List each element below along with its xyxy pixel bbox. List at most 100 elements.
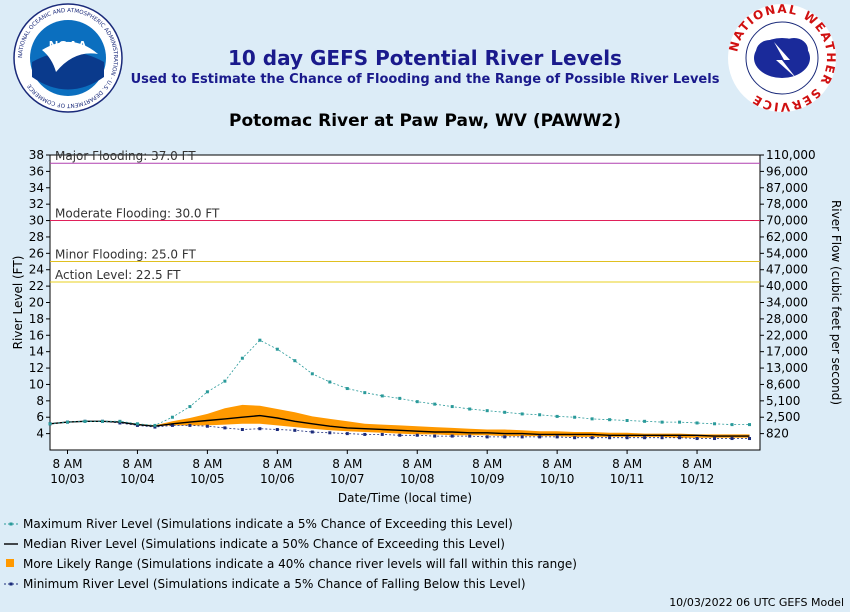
max-level-point — [223, 379, 227, 383]
x-tick-time: 8 AM — [122, 457, 152, 471]
max-level-point — [695, 421, 699, 425]
x-tick-time: 8 AM — [472, 457, 502, 471]
y2-tick-label: 70,000 — [766, 214, 808, 228]
max-level-point — [48, 422, 52, 426]
y-tick-label: 24 — [29, 263, 44, 277]
median-level-line — [49, 414, 750, 437]
min-level-point — [345, 432, 349, 436]
max-level-point — [538, 413, 542, 417]
max-level-point — [485, 409, 489, 413]
min-level-point — [730, 437, 734, 441]
max-level-point — [678, 420, 682, 424]
max-level-point — [153, 423, 157, 427]
min-level-point — [415, 433, 419, 437]
y-tick-label: 26 — [29, 246, 44, 260]
max-level-point — [643, 419, 647, 423]
min-level-point — [678, 436, 682, 440]
y2-tick-label: 34,000 — [766, 296, 808, 310]
max-level-point — [258, 338, 262, 342]
max-level-point — [135, 422, 139, 426]
legend-label-median: Median River Level (Simulations indicate… — [23, 537, 505, 551]
max-level-point — [660, 420, 664, 424]
max-level-point — [275, 347, 279, 351]
min-level-point — [135, 423, 139, 427]
y-tick-label: 6 — [36, 410, 44, 424]
max-level-point — [363, 391, 367, 395]
y2-tick-label: 17,000 — [766, 345, 808, 359]
min-level-point — [450, 434, 454, 438]
max-level-point — [328, 380, 332, 384]
min-level-point — [153, 425, 157, 429]
min-level-point — [695, 437, 699, 441]
max-level-point — [625, 419, 629, 422]
max-level-point — [555, 414, 559, 418]
site-title: Potomac River at Paw Paw, WV (PAWW2) — [228, 111, 622, 131]
x-tick-date: 10/08 — [400, 472, 435, 486]
y-tick-label: 32 — [29, 197, 44, 211]
max-level-point — [573, 415, 577, 419]
max-level-point — [170, 415, 174, 419]
min-level-point — [363, 432, 367, 436]
y2-tick-label: 47,000 — [766, 263, 808, 277]
nws-logo: NATIONAL WEATHER SERVICE — [726, 2, 836, 114]
y-tick-label: 18 — [29, 312, 44, 326]
x-tick-time: 8 AM — [52, 457, 82, 471]
noaa-logo-label: NOAA — [49, 38, 88, 53]
legend-marker-max — [9, 522, 13, 526]
chart-subtitle: Used to Estimate the Chance of Flooding … — [130, 72, 720, 87]
max-level-point — [345, 387, 349, 391]
y-tick-label: 20 — [29, 296, 44, 310]
legend-marker-min — [9, 582, 13, 586]
min-level-point — [205, 424, 209, 428]
y-tick-label: 10 — [29, 377, 44, 391]
y2-tick-label: 22,000 — [766, 328, 808, 342]
min-level-point — [590, 436, 594, 440]
min-level-point — [748, 437, 752, 441]
x-tick-time: 8 AM — [612, 457, 642, 471]
min-level-line — [49, 420, 750, 439]
threshold-label: Moderate Flooding: 30.0 FT — [55, 207, 220, 221]
y-tick-label: 28 — [29, 230, 44, 244]
threshold-label: Action Level: 22.5 FT — [55, 268, 181, 282]
y-tick-label: 8 — [36, 394, 44, 408]
threshold-label: Major Flooding: 37.0 FT — [55, 149, 196, 163]
x-tick-time: 8 AM — [262, 457, 292, 471]
min-level-point — [293, 428, 297, 432]
x-tick-date: 10/07 — [330, 472, 365, 486]
chart-title: 10 day GEFS Potential River Levels — [228, 46, 622, 70]
max-level-point — [398, 396, 402, 400]
max-level-point — [748, 423, 752, 427]
x-tick-date: 10/04 — [120, 472, 155, 486]
y-tick-label: 14 — [29, 345, 44, 359]
y2-tick-label: 820 — [766, 427, 789, 441]
legend-label-max: Maximum River Level (Simulations indicat… — [23, 517, 513, 531]
max-level-point — [468, 407, 472, 411]
min-level-point — [240, 428, 244, 432]
min-level-point — [520, 435, 524, 439]
y2-tick-label: 54,000 — [766, 246, 808, 260]
min-level-point — [328, 431, 332, 435]
y2-axis-label: River Flow (cubic feet per second) — [829, 200, 843, 405]
min-level-point — [573, 436, 577, 440]
x-tick-time: 8 AM — [332, 457, 362, 471]
min-level-point — [398, 433, 402, 437]
max-level-point — [433, 402, 437, 406]
y-tick-label: 38 — [29, 148, 44, 162]
y2-tick-label: 62,000 — [766, 230, 808, 244]
min-level-point — [643, 436, 647, 440]
y-tick-label: 34 — [29, 181, 44, 195]
max-level-point — [188, 405, 192, 409]
max-level-point — [293, 359, 297, 363]
min-level-point — [538, 435, 542, 439]
max-level-point — [240, 356, 244, 360]
min-level-point — [625, 436, 629, 440]
x-tick-time: 8 AM — [192, 457, 222, 471]
max-level-point — [520, 412, 524, 416]
y2-tick-label: 40,000 — [766, 279, 808, 293]
noaa-logo: NOAA NATIONAL OCEANIC AND ATMOSPHERIC AD… — [13, 3, 123, 113]
x-tick-time: 8 AM — [402, 457, 432, 471]
x-tick-date: 10/10 — [540, 472, 575, 486]
min-level-point — [310, 430, 314, 434]
y2-tick-label: 87,000 — [766, 181, 808, 195]
x-tick-time: 8 AM — [542, 457, 572, 471]
